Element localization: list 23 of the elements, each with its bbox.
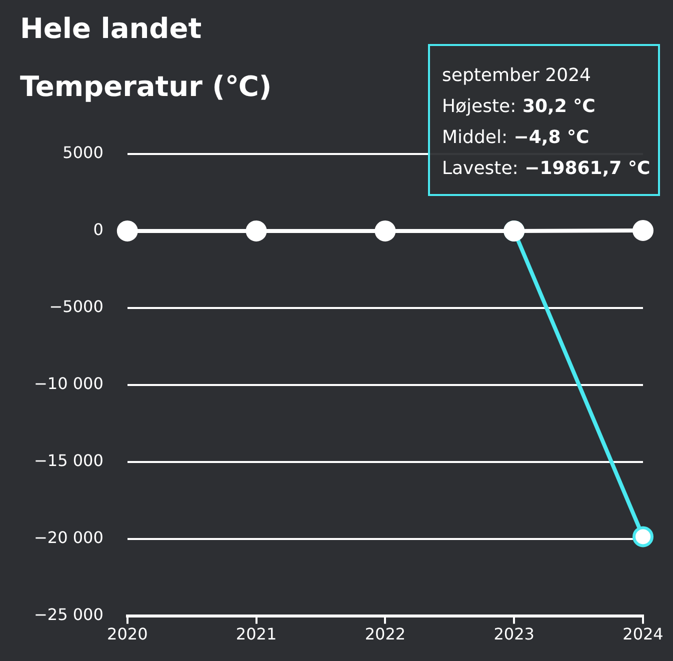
x-tick-label: 2020: [107, 624, 148, 644]
point: [374, 220, 396, 242]
y-tick-label: 0: [93, 220, 104, 240]
x-tick-label: 2023: [494, 624, 534, 644]
y-tick-label: −10 000: [34, 374, 104, 394]
point: [116, 220, 138, 242]
annotation: Laveste: −19861,7 °C: [442, 157, 650, 181]
x-tick-label: 2022: [364, 624, 406, 644]
y-tick-label: −20 000: [34, 528, 104, 547]
y-tick-label: −5000: [49, 297, 104, 316]
x-tick-label: 2021: [236, 624, 277, 644]
y-tick-label: −25 000: [34, 604, 104, 624]
chart-subtitle: Temperatur (℃): [20, 70, 272, 103]
point: [632, 526, 654, 548]
y-tick-label: −15 000: [34, 451, 104, 470]
point: [246, 220, 267, 242]
chart-title: Hele landet: [20, 12, 202, 45]
text: september 2024: [442, 64, 592, 88]
y-tick-label: 5000: [62, 143, 104, 162]
text: Middel: −4,8 °C: [442, 126, 590, 150]
text: Højeste: 30,2 °C: [442, 95, 596, 119]
point: [632, 220, 654, 241]
x-tick-label: 2024: [622, 624, 664, 644]
